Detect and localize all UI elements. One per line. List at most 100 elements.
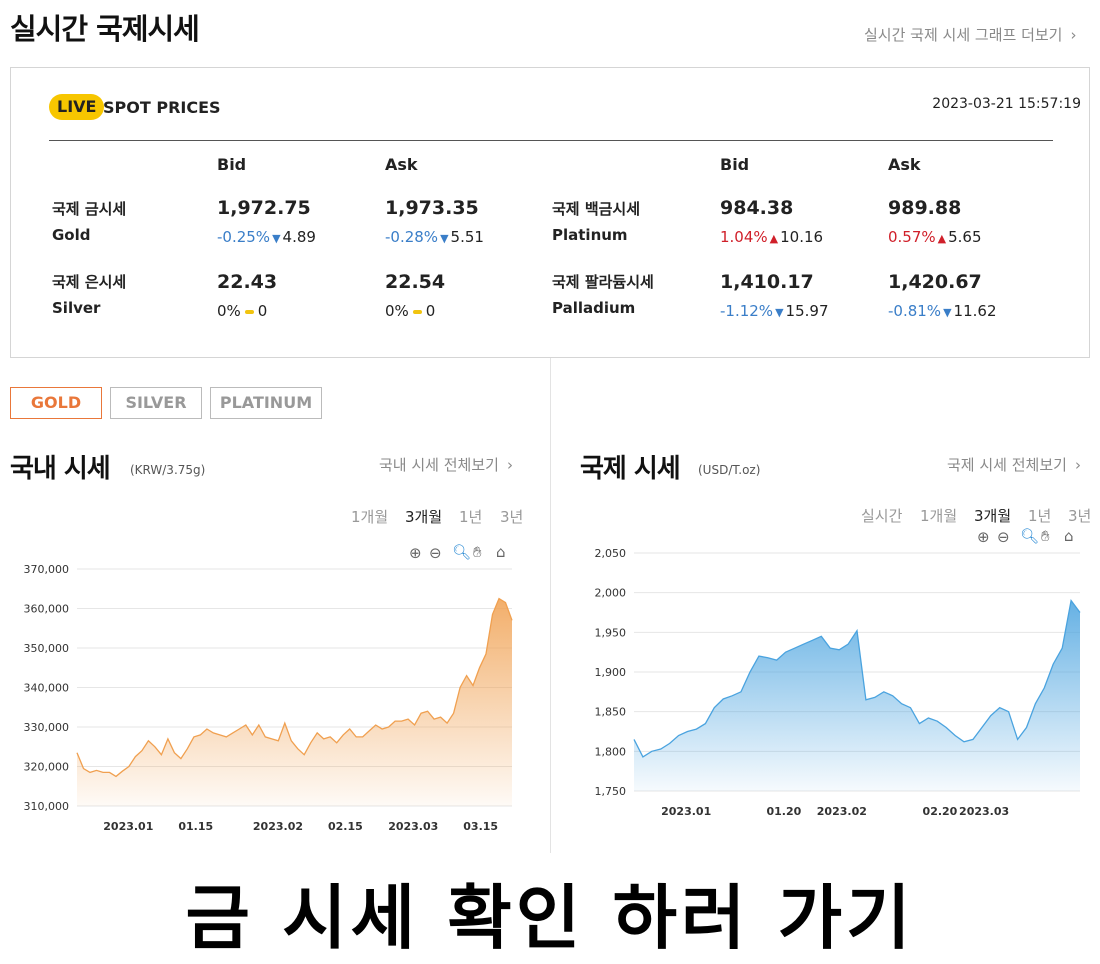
bid-header: Bid bbox=[217, 155, 247, 174]
x-tick-label: 02.20 bbox=[923, 805, 958, 818]
y-tick-label: 340,000 bbox=[24, 682, 70, 695]
y-tick-label: 1,750 bbox=[595, 785, 627, 798]
chg: 11.62 bbox=[953, 302, 997, 320]
magnifier-icon[interactable]: 🔍︎ bbox=[1020, 527, 1040, 545]
arrow-down-icon: ▼ bbox=[775, 306, 784, 319]
pct: -0.25% bbox=[217, 228, 271, 246]
domestic-more-link[interactable]: 국내 시세 전체보기 › bbox=[379, 454, 513, 475]
tab-gold[interactable]: GOLD bbox=[10, 387, 102, 419]
y-tick-label: 350,000 bbox=[24, 642, 70, 655]
international-unit: (USD/T.oz) bbox=[698, 463, 761, 477]
chevron-right-icon: › bbox=[506, 456, 513, 474]
chg: 4.89 bbox=[282, 228, 316, 246]
series-line bbox=[633, 599, 1081, 758]
x-tick-label: 01.15 bbox=[178, 820, 213, 833]
x-tick-label: 2023.02 bbox=[817, 805, 867, 818]
zoom-out-icon[interactable]: ⊖ bbox=[429, 544, 442, 562]
international-more-link[interactable]: 국제 시세 전체보기 › bbox=[947, 454, 1081, 475]
silver-bid: 22.43 bbox=[217, 271, 278, 293]
zoom-in-icon[interactable]: ⊕ bbox=[409, 544, 422, 562]
y-tick-label: 320,000 bbox=[24, 761, 70, 774]
gold-bid: 1,972.75 bbox=[217, 197, 311, 219]
intl-period-3y[interactable]: 3년 bbox=[1068, 507, 1092, 525]
tab-silver[interactable]: SILVER bbox=[110, 387, 202, 419]
domestic-period-3y[interactable]: 3년 bbox=[500, 508, 524, 526]
silver-name-en: Silver bbox=[52, 299, 101, 317]
cta-banner[interactable]: 금 시세 확인 하러 가기 bbox=[185, 877, 915, 959]
x-tick-label: 02.15 bbox=[328, 820, 363, 833]
ask-header: Ask bbox=[888, 155, 921, 174]
domestic-period-3m[interactable]: 3개월 bbox=[405, 508, 443, 526]
chevron-right-icon: › bbox=[1070, 26, 1077, 44]
spot-prices-title: SPOT PRICES bbox=[103, 98, 221, 117]
international-more-label: 국제 시세 전체보기 bbox=[947, 456, 1067, 474]
y-tick-label: 360,000 bbox=[24, 603, 70, 616]
home-icon[interactable]: ⌂ bbox=[1064, 527, 1074, 545]
hand-pan-icon[interactable]: ✋︎ bbox=[473, 543, 482, 561]
domestic-period-1m[interactable]: 1개월 bbox=[351, 508, 389, 526]
palladium-name-en: Palladium bbox=[552, 299, 636, 317]
intl-period-1m[interactable]: 1개월 bbox=[920, 507, 958, 525]
chg: 0 bbox=[425, 302, 436, 320]
pct: -0.28% bbox=[385, 228, 439, 246]
hand-pan-icon[interactable]: ✋︎ bbox=[1041, 527, 1050, 545]
pct: -1.12% bbox=[720, 302, 774, 320]
x-tick-label: 2023.03 bbox=[959, 805, 1009, 818]
ask-header: Ask bbox=[385, 155, 418, 174]
palladium-bid: 1,410.17 bbox=[720, 271, 814, 293]
home-icon[interactable]: ⌂ bbox=[496, 543, 506, 561]
y-tick-label: 2,050 bbox=[595, 547, 627, 560]
zoom-out-icon[interactable]: ⊖ bbox=[997, 528, 1010, 546]
domestic-period-1y[interactable]: 1년 bbox=[459, 508, 483, 526]
timestamp: 2023-03-21 15:57:19 bbox=[932, 96, 1081, 112]
bid-header: Bid bbox=[720, 155, 750, 174]
x-tick-label: 01.20 bbox=[766, 805, 801, 818]
magnifier-icon[interactable]: 🔍︎ bbox=[452, 543, 472, 561]
y-tick-label: 330,000 bbox=[24, 721, 70, 734]
pct: 1.04% bbox=[720, 228, 768, 246]
chevron-right-icon: › bbox=[1074, 456, 1081, 474]
arrow-down-icon: ▼ bbox=[272, 232, 281, 245]
gold-name-ko: 국제 금시세 bbox=[52, 200, 127, 218]
flat-dash-icon bbox=[244, 309, 254, 314]
gold-ask: 1,973.35 bbox=[385, 197, 479, 219]
palladium-name: 국제 팔라듐시세 Palladium bbox=[552, 269, 654, 321]
gold-bid-change: -0.25% ▼ 4.89 bbox=[217, 228, 316, 246]
domestic-unit: (KRW/3.75g) bbox=[130, 463, 206, 477]
intl-period-1y[interactable]: 1년 bbox=[1028, 507, 1052, 525]
chg: 10.16 bbox=[780, 228, 824, 246]
pct: 0.57% bbox=[888, 228, 936, 246]
silver-name-ko: 국제 은시세 bbox=[52, 273, 127, 291]
pct: 0% bbox=[385, 302, 409, 320]
arrow-down-icon: ▼ bbox=[440, 232, 449, 245]
platinum-bid-change: 1.04% ▲ 10.16 bbox=[720, 228, 823, 246]
silver-bid-change: 0% 0 bbox=[217, 302, 267, 320]
tab-platinum[interactable]: PLATINUM bbox=[210, 387, 322, 419]
x-tick-label: 2023.02 bbox=[253, 820, 303, 833]
platinum-name-en: Platinum bbox=[552, 226, 628, 244]
silver-name: 국제 은시세 Silver bbox=[52, 269, 126, 321]
series-area bbox=[77, 598, 512, 806]
live-badge: LIVE bbox=[49, 94, 105, 120]
silver-ask-change: 0% 0 bbox=[385, 302, 435, 320]
y-tick-label: 1,950 bbox=[595, 626, 627, 639]
palladium-ask-change: -0.81% ▼ 11.62 bbox=[888, 302, 997, 320]
graph-more-link[interactable]: 실시간 국제 시세 그래프 더보기 › bbox=[864, 24, 1076, 45]
y-tick-label: 1,900 bbox=[595, 666, 627, 679]
chg: 5.51 bbox=[450, 228, 484, 246]
x-tick-label: 2023.01 bbox=[661, 805, 711, 818]
gold-name-en: Gold bbox=[52, 226, 91, 244]
intl-period-3m[interactable]: 3개월 bbox=[974, 507, 1012, 525]
arrow-up-icon: ▲ bbox=[769, 232, 779, 245]
y-tick-label: 370,000 bbox=[24, 563, 70, 576]
x-tick-label: 03.15 bbox=[463, 820, 498, 833]
y-tick-label: 2,000 bbox=[595, 587, 627, 600]
intl-period-realtime[interactable]: 실시간 bbox=[861, 507, 903, 525]
palladium-name-ko: 국제 팔라듐시세 bbox=[552, 273, 654, 291]
y-tick-label: 1,850 bbox=[595, 706, 627, 719]
domestic-title: 국내 시세 bbox=[10, 454, 111, 484]
chg: 5.65 bbox=[948, 228, 982, 246]
series-area bbox=[634, 600, 1080, 791]
international-price-chart: 1,750 1,800 1,850 1,900 1,950 2,000 2,050 2023.… bbox=[595, 547, 1081, 818]
zoom-in-icon[interactable]: ⊕ bbox=[977, 528, 990, 546]
